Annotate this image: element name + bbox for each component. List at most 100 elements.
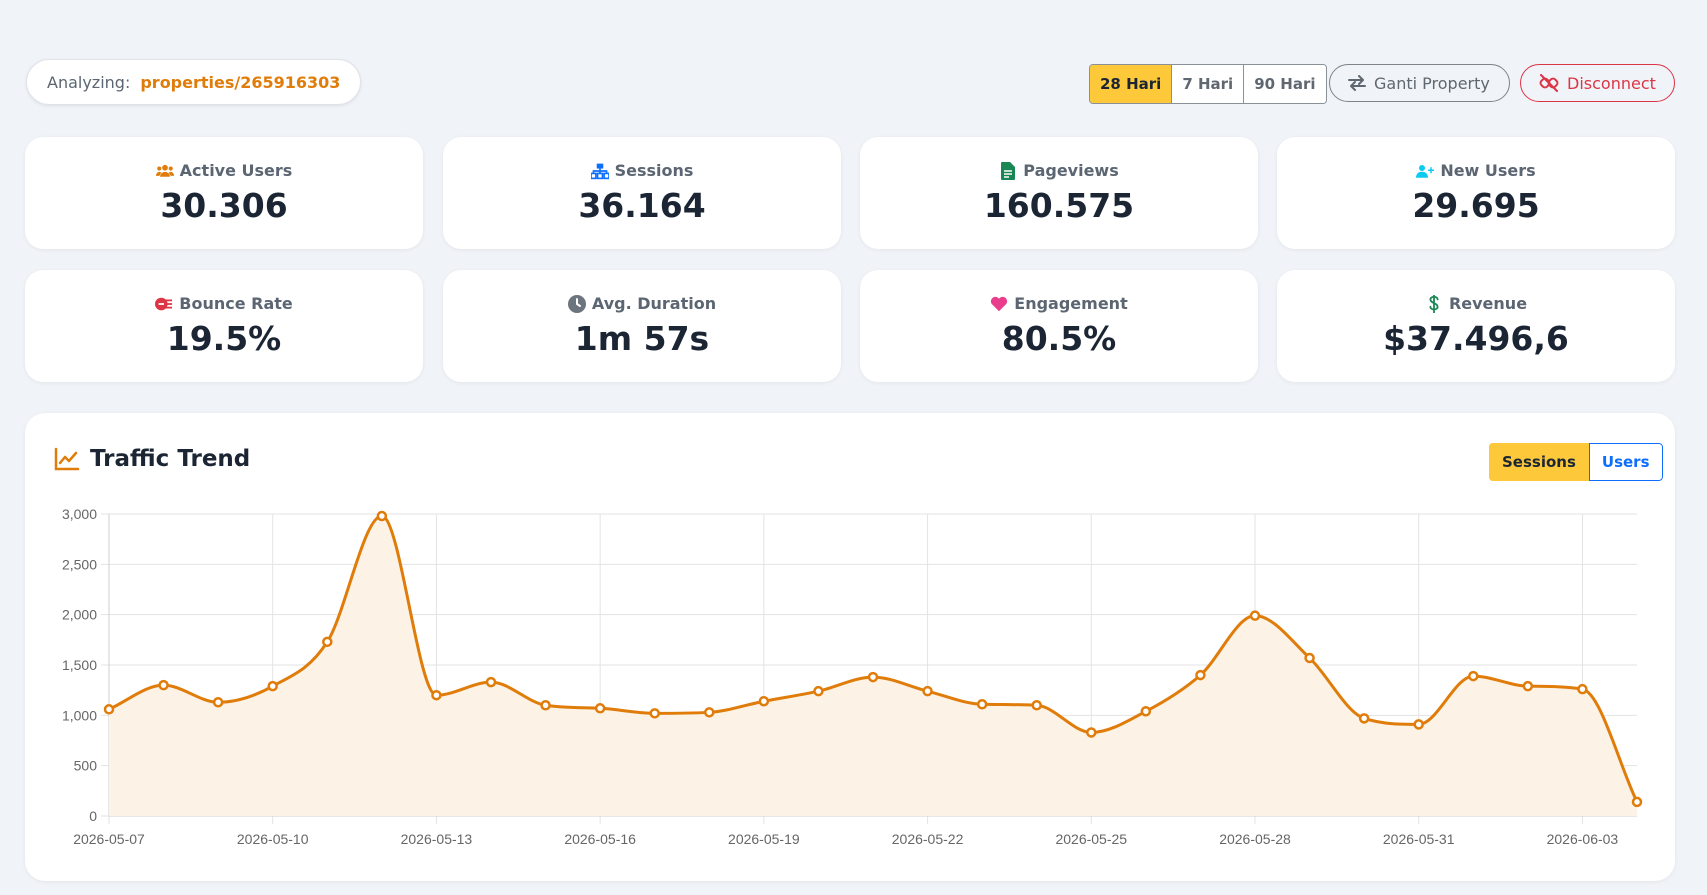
stat-label: Revenue xyxy=(1448,294,1528,313)
x-tick-label: 2026-05-31 xyxy=(1383,831,1455,847)
data-point xyxy=(376,510,388,522)
dollar-icon xyxy=(1429,294,1439,313)
stat-label: Active Users xyxy=(179,161,293,180)
x-tick-label: 2026-05-07 xyxy=(73,831,145,847)
stat-value: 30.306 xyxy=(160,186,288,225)
data-point xyxy=(431,689,442,701)
data-point xyxy=(813,685,824,697)
unlink-icon xyxy=(1539,74,1559,92)
user-plus-icon xyxy=(1416,164,1435,178)
data-point xyxy=(1140,706,1152,717)
stat-card-avg-duration: Avg. Duration 1m 57s xyxy=(443,270,841,382)
x-tick-label: 2026-05-25 xyxy=(1055,831,1127,847)
data-point xyxy=(485,676,497,688)
stat-title: Pageviews xyxy=(999,161,1119,180)
traffic-trend-title: Traffic Trend xyxy=(54,446,250,472)
data-point xyxy=(704,707,715,718)
ganti-property-button[interactable]: Ganti Property xyxy=(1329,64,1510,102)
y-tick-label: 500 xyxy=(74,758,98,774)
x-tick-label: 2026-05-22 xyxy=(892,831,964,847)
data-point xyxy=(922,685,933,697)
sessions-series-button[interactable]: Sessions xyxy=(1489,443,1589,481)
running-icon xyxy=(155,297,173,310)
heart-icon xyxy=(991,296,1008,311)
stat-value: 19.5% xyxy=(166,319,282,358)
chart-line-icon xyxy=(54,447,80,471)
data-point xyxy=(1522,680,1534,692)
data-point xyxy=(1031,700,1042,711)
stat-card-active-users: Active Users 30.306 xyxy=(25,137,423,249)
stat-value: 80.5% xyxy=(1001,319,1117,358)
data-point xyxy=(103,704,115,715)
stat-title: Bounce Rate xyxy=(155,294,293,313)
data-point xyxy=(1631,796,1643,808)
stat-value: 1m 57s xyxy=(574,319,710,358)
stat-label: Engagement xyxy=(1014,294,1128,313)
file-icon xyxy=(1001,161,1016,180)
stat-title: Engagement xyxy=(990,294,1128,313)
clock-icon xyxy=(567,294,586,313)
stat-card-new-users: New Users 29.695 xyxy=(1277,137,1675,249)
data-point xyxy=(158,679,169,691)
y-tick-label: 2,500 xyxy=(62,556,97,572)
x-tick-label: 2026-05-19 xyxy=(728,831,800,847)
x-tick-label: 2026-06-03 xyxy=(1547,831,1619,847)
date-range-group: 28 Hari 7 Hari 90 Hari xyxy=(1089,64,1327,104)
users-series-button[interactable]: Users xyxy=(1588,443,1663,481)
stat-label: Avg. Duration xyxy=(591,294,717,313)
data-point xyxy=(322,636,333,648)
data-point xyxy=(1468,670,1479,682)
stat-value: 36.164 xyxy=(578,186,706,225)
stat-card-engagement: Engagement 80.5% xyxy=(860,270,1258,382)
stat-title: Sessions xyxy=(590,161,694,180)
data-point xyxy=(1577,683,1588,695)
series-area xyxy=(109,516,1637,816)
data-point xyxy=(1086,727,1097,738)
y-tick-label: 2,000 xyxy=(62,607,97,623)
exchange-icon xyxy=(1348,75,1366,91)
analyzing-pill: Analyzing: properties/265916303 xyxy=(26,59,362,105)
y-tick-label: 1,000 xyxy=(62,707,97,723)
data-point xyxy=(649,708,660,719)
stat-value: 160.575 xyxy=(983,186,1135,225)
series-toggle: Sessions Users xyxy=(1489,443,1663,481)
stat-title: Revenue xyxy=(1425,294,1527,313)
analyzing-label: Analyzing: xyxy=(47,72,131,92)
range-7-button[interactable]: 7 Hari xyxy=(1171,65,1244,103)
x-tick-label: 2026-05-16 xyxy=(564,831,636,847)
stat-label: Sessions xyxy=(614,161,694,180)
stat-title: Active Users xyxy=(155,161,293,180)
stat-title: New Users xyxy=(1416,161,1536,180)
data-point xyxy=(1304,652,1315,664)
data-point xyxy=(1249,610,1261,621)
stat-card-revenue: Revenue $37.496,6 xyxy=(1277,270,1675,382)
stat-card-bounce-rate: Bounce Rate 19.5% xyxy=(25,270,423,382)
range-90-button[interactable]: 90 Hari xyxy=(1243,65,1326,103)
property-id: properties/265916303 xyxy=(140,72,341,92)
data-point xyxy=(1195,669,1206,681)
stat-card-sessions: Sessions 36.164 xyxy=(443,137,841,249)
data-point xyxy=(867,671,879,683)
range-28-button[interactable]: 28 Hari xyxy=(1090,65,1172,103)
stat-value: $37.496,6 xyxy=(1383,319,1569,358)
stat-label: New Users xyxy=(1440,161,1536,180)
disconnect-button[interactable]: Disconnect xyxy=(1520,64,1675,102)
ganti-property-label: Ganti Property xyxy=(1374,73,1490,93)
data-point xyxy=(267,680,278,692)
data-point xyxy=(976,699,988,710)
sitemap-icon xyxy=(590,163,609,179)
x-tick-label: 2026-05-13 xyxy=(401,831,473,847)
users-icon xyxy=(155,164,174,177)
stat-label: Pageviews xyxy=(1023,161,1119,180)
stat-value: 29.695 xyxy=(1412,186,1540,225)
stat-title: Avg. Duration xyxy=(567,294,717,313)
y-tick-label: 0 xyxy=(89,808,97,824)
data-point xyxy=(1358,713,1370,724)
x-tick-label: 2026-05-28 xyxy=(1219,831,1291,847)
x-tick-label: 2026-05-10 xyxy=(237,831,309,847)
data-point xyxy=(594,703,606,714)
data-point xyxy=(758,695,770,707)
stat-label: Bounce Rate xyxy=(179,294,293,313)
y-tick-label: 1,500 xyxy=(62,657,97,673)
